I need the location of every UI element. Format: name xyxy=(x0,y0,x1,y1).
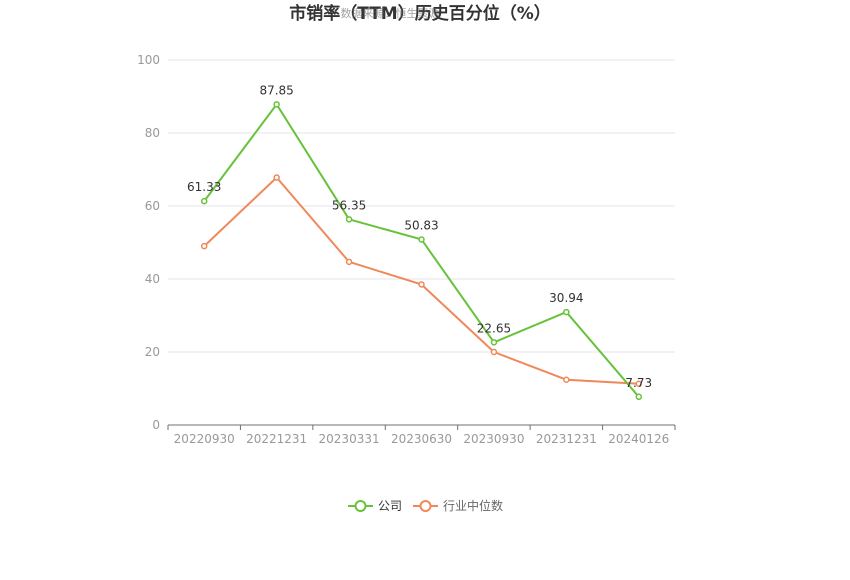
series-point-1 xyxy=(273,174,280,181)
y-tick-label: 60 xyxy=(145,199,160,213)
source-watermark: 数据来源：恒生聚源 xyxy=(341,6,440,20)
y-tick-label: 80 xyxy=(145,126,160,140)
series-point-0 xyxy=(200,197,208,205)
legend-swatch-marker-0 xyxy=(354,500,367,512)
legend-label-0: 公司 xyxy=(378,499,402,513)
x-tick-label: 20231231 xyxy=(536,432,597,446)
series-point-0 xyxy=(273,101,280,108)
data-label: 22.65 xyxy=(477,321,511,335)
x-tick-label: 20240126 xyxy=(608,432,669,446)
y-tick-label: 20 xyxy=(145,345,160,359)
data-label: 87.85 xyxy=(259,83,293,97)
y-tick-label: 0 xyxy=(152,418,160,432)
y-tick-label: 100 xyxy=(137,53,160,67)
x-tick-label: 20230331 xyxy=(319,432,380,446)
legend-label-1: 行业中位数 xyxy=(443,498,503,513)
chart-title: 市销率（TTM）历史百分位（%） xyxy=(289,3,551,24)
series-point-1 xyxy=(418,281,425,288)
series-point-1 xyxy=(635,380,643,388)
series-point-0 xyxy=(563,308,570,316)
y-tick-label: 40 xyxy=(145,272,160,286)
series-point-1 xyxy=(563,376,570,383)
data-label: 61.33 xyxy=(187,180,221,194)
data-label: 7.73 xyxy=(625,376,652,390)
series-point-0 xyxy=(418,236,425,243)
series-line-0 xyxy=(203,103,640,398)
series-point-0 xyxy=(635,393,643,401)
series-point-0 xyxy=(490,339,498,346)
grid-layer xyxy=(168,59,675,353)
series-point-0 xyxy=(345,216,353,223)
series-line-1 xyxy=(203,176,639,385)
series-layer xyxy=(200,101,643,401)
x-tick-label: 20221231 xyxy=(246,432,307,446)
legend: 公司 行业中位数 xyxy=(348,498,503,513)
series-point-1 xyxy=(490,348,498,356)
legend-swatch-marker-1 xyxy=(419,500,432,512)
series-point-1 xyxy=(345,258,353,266)
axis-layer: 0 20 40 60 80 100 20220930 20221231 20230331 2023… xyxy=(137,53,676,446)
data-label: 50.83 xyxy=(404,218,438,232)
x-tick-label: 20230630 xyxy=(391,432,452,446)
data-label: 30.94 xyxy=(549,291,583,305)
x-tick-label: 20220930 xyxy=(174,432,235,446)
data-label: 56.35 xyxy=(332,198,366,212)
x-tick-label: 20230930 xyxy=(463,432,524,446)
series-point-1 xyxy=(200,242,208,250)
data-label-layer: 61.33 87.85 56.35 50.83 22.65 30.94 7.73 xyxy=(187,83,652,389)
